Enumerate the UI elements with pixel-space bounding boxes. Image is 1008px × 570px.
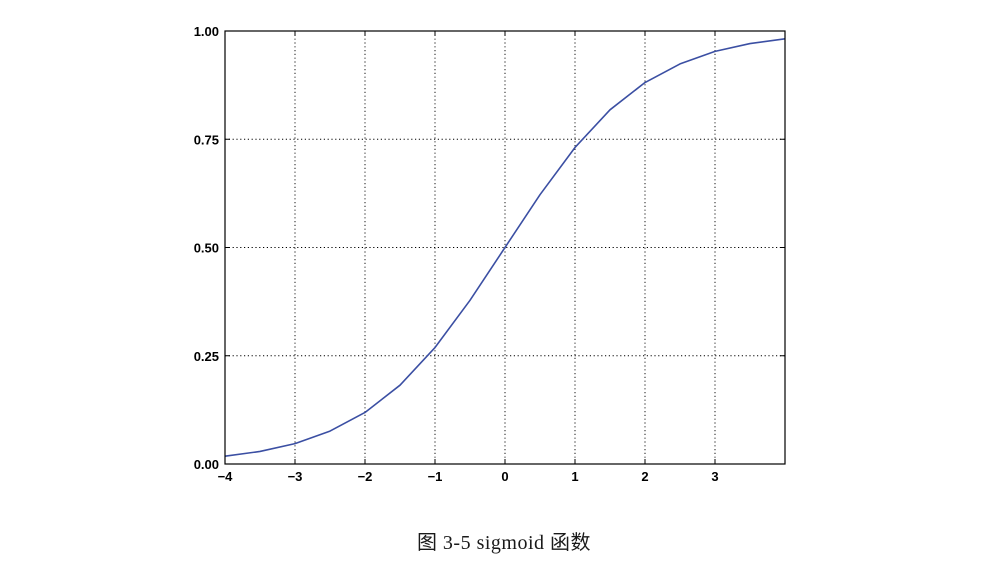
x-tick-label: 3 [711, 469, 718, 484]
y-tick-label: 0.75 [194, 132, 219, 147]
x-tick-labels: −4 −3 −2 −1 0 1 2 3 [218, 469, 719, 484]
curve-layer [224, 37, 786, 458]
x-tick-label: −3 [288, 469, 303, 484]
tick-marks [224, 30, 785, 465]
x-tick-label: −2 [358, 469, 373, 484]
x-tick-label: 2 [641, 469, 648, 484]
y-tick-label: 0.50 [194, 241, 219, 256]
x-tick-label: 1 [571, 469, 578, 484]
sigmoid-curve [224, 37, 786, 458]
x-tick-label: −1 [428, 469, 443, 484]
y-tick-label: 1.00 [194, 24, 219, 39]
x-tick-label: 0 [501, 469, 508, 484]
figure-caption: 图 3-5 sigmoid 函数 [416, 532, 592, 554]
y-tick-label: 0.25 [194, 349, 219, 364]
y-tick-label: 0.00 [194, 457, 219, 472]
y-tick-labels: 0.00 0.25 0.50 0.75 1.00 [194, 24, 219, 472]
x-tick-label: −4 [218, 469, 234, 484]
